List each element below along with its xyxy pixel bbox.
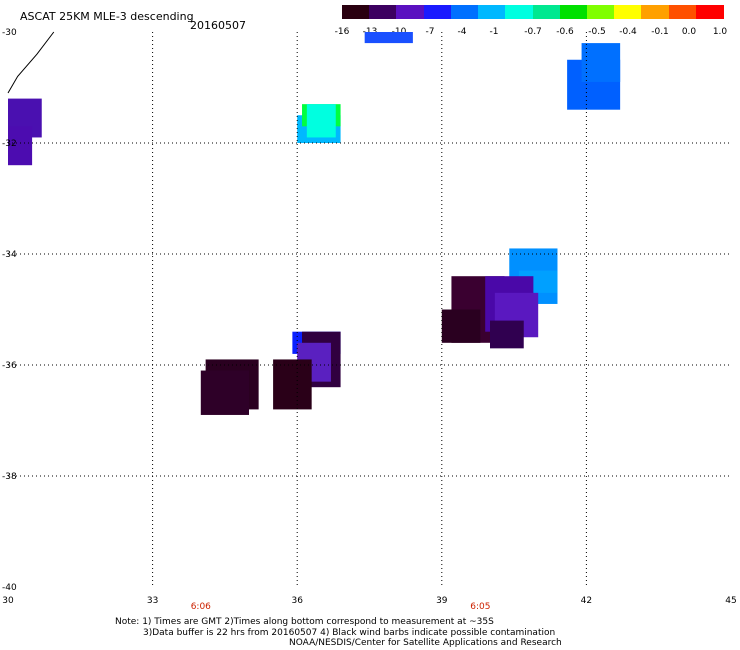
colorbar-label: -16 bbox=[334, 27, 350, 37]
lat-tick-label: -34 bbox=[2, 250, 17, 260]
lon-tick-label: 39 bbox=[436, 596, 448, 606]
lon-tick-label: 33 bbox=[147, 596, 158, 606]
wind-cell bbox=[8, 126, 33, 166]
lat-tick-label: -32 bbox=[2, 139, 17, 149]
colorbar-swatch bbox=[641, 5, 670, 19]
wind-cells bbox=[8, 32, 621, 415]
colorbar-label: -7 bbox=[425, 27, 435, 37]
colorbar-swatch bbox=[450, 5, 479, 19]
note-line-1: Note: 1) Times are GMT 2)Times along bot… bbox=[115, 617, 494, 627]
colorbar bbox=[342, 5, 724, 19]
colorbar-swatch bbox=[396, 5, 425, 19]
lon-tick-label: 45 bbox=[725, 596, 736, 606]
lon-tick-label: 42 bbox=[581, 596, 592, 606]
lon-tick-label: 36 bbox=[291, 596, 303, 606]
lat-tick-label: -40 bbox=[2, 583, 17, 593]
colorbar-label: -0.1 bbox=[651, 27, 669, 37]
colorbar-swatch bbox=[532, 5, 561, 19]
notes: Note: 1) Times are GMT 2)Times along bot… bbox=[115, 617, 562, 649]
colorbar-label: 1.0 bbox=[712, 27, 728, 37]
lon-tick-label: 30 bbox=[2, 596, 14, 606]
wind-cell bbox=[490, 320, 524, 349]
lat-tick-label: -36 bbox=[2, 361, 17, 371]
wind-barb bbox=[7, 31, 55, 94]
colorbar-swatch bbox=[559, 5, 588, 19]
lat-lon-grid bbox=[8, 32, 731, 587]
axis-labels: -30 -32 -34 -36 -38 -40 30 33 36 39 42 45 6:06 6:05 bbox=[2, 28, 737, 612]
lat-tick-label: -30 bbox=[2, 28, 17, 38]
colorbar-label: -1 bbox=[489, 27, 499, 37]
colorbar-swatch bbox=[423, 5, 452, 19]
colorbar-label: -4 bbox=[457, 27, 467, 37]
time-label: 6:05 bbox=[470, 602, 490, 612]
map-date: 20160507 bbox=[190, 19, 246, 32]
wind-cell bbox=[441, 309, 481, 343]
colorbar-swatch bbox=[342, 5, 370, 19]
colorbar-swatch bbox=[695, 5, 724, 19]
wind-cell bbox=[306, 104, 336, 138]
colorbar-swatch bbox=[505, 5, 534, 19]
wind-cell bbox=[364, 32, 413, 44]
note-line-2: 3)Data buffer is 22 hrs from 20160507 4)… bbox=[143, 627, 556, 638]
note-line-3: NOAA/NESDIS/Center for Satellite Applica… bbox=[289, 638, 562, 648]
colorbar-swatch bbox=[369, 5, 398, 19]
colorbar-swatch bbox=[586, 5, 615, 19]
colorbar-label: 0.0 bbox=[681, 27, 697, 37]
colorbar-swatch bbox=[614, 5, 642, 19]
map-title: ASCAT 25KM MLE-3 descending bbox=[20, 10, 194, 23]
colorbar-swatch bbox=[478, 5, 506, 19]
wind-barb-line bbox=[7, 31, 55, 94]
colorbar-label: -0.5 bbox=[588, 27, 606, 37]
wind-cell bbox=[200, 370, 249, 415]
colorbar-label: -0.4 bbox=[619, 27, 637, 37]
colorbar-label: -0.7 bbox=[524, 27, 542, 37]
wind-cell bbox=[581, 43, 621, 82]
colorbar-swatch bbox=[668, 5, 697, 19]
lat-tick-label: -38 bbox=[2, 472, 17, 482]
colorbar-label: -0.6 bbox=[556, 27, 574, 37]
time-label: 6:06 bbox=[191, 602, 211, 612]
wind-cell bbox=[273, 359, 312, 410]
